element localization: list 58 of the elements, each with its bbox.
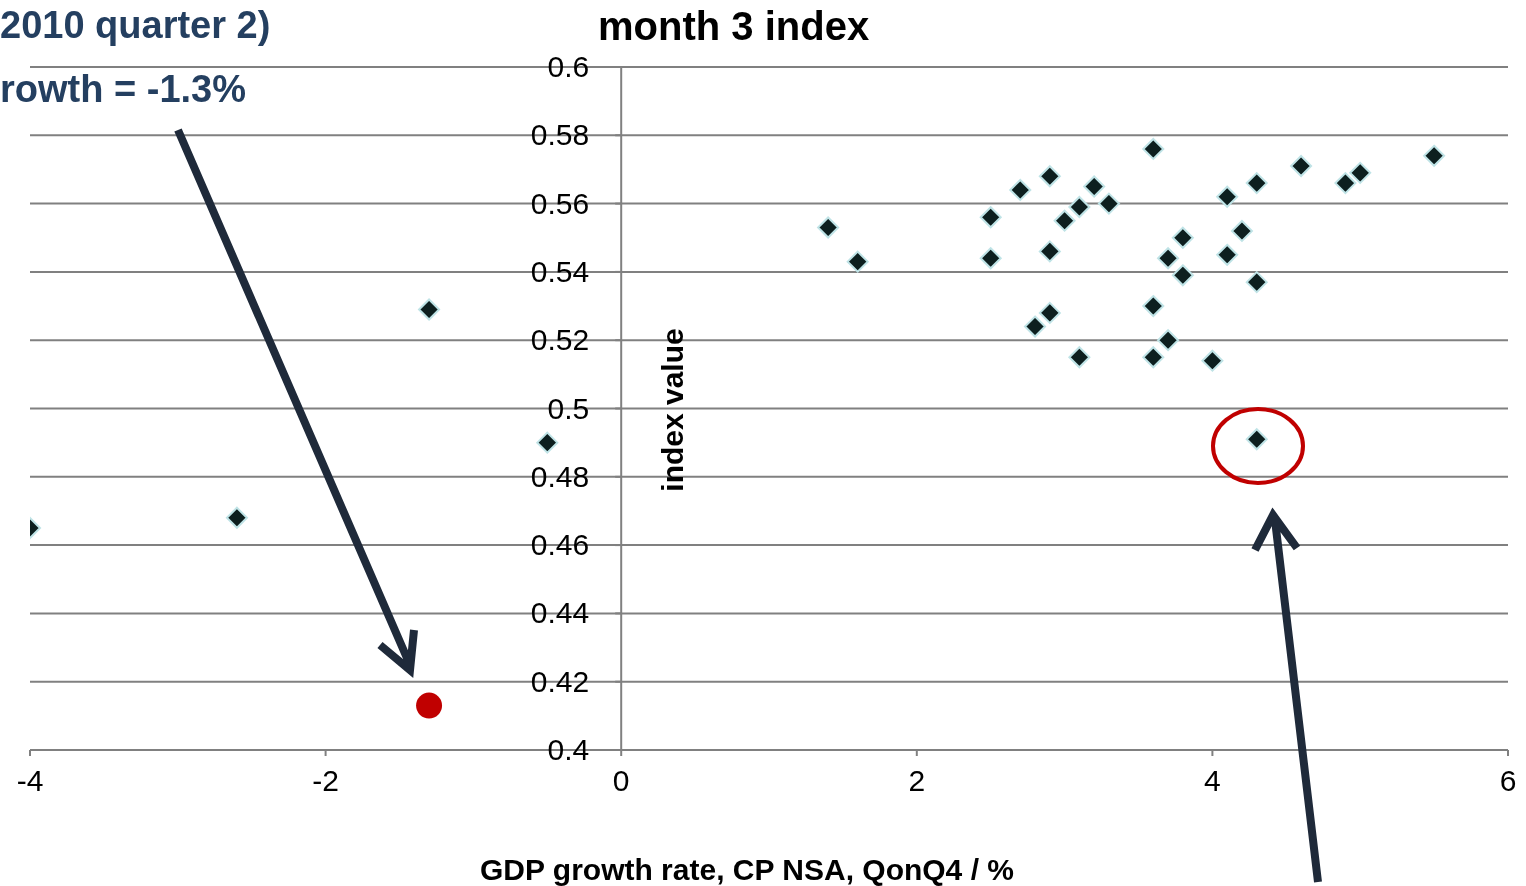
x-tick-label: 0	[612, 764, 630, 798]
chart-title: month 3 index	[598, 4, 870, 48]
y-tick-label: 0.44	[530, 596, 590, 630]
x-tick-label: 2	[908, 764, 926, 798]
point	[1245, 172, 1268, 195]
point	[979, 206, 1002, 229]
point	[1157, 329, 1180, 352]
point	[1171, 264, 1194, 287]
point	[1068, 346, 1091, 369]
y-tick-label: 0.46	[530, 528, 590, 562]
point	[536, 431, 559, 454]
point	[1142, 295, 1165, 318]
point	[1142, 137, 1165, 160]
point	[1024, 315, 1047, 338]
point	[1423, 144, 1446, 167]
point	[1157, 247, 1180, 270]
point	[1083, 175, 1106, 198]
point	[1230, 219, 1253, 242]
point	[1334, 172, 1357, 195]
y-tick-label: 0.48	[530, 459, 590, 493]
point	[1290, 155, 1313, 178]
point	[1038, 165, 1061, 188]
y-tick-label: 0.42	[530, 664, 590, 698]
point	[1009, 178, 1032, 201]
y-tick-label: 0.4	[547, 733, 590, 766]
point	[1216, 185, 1239, 208]
y-tick-label: 0.52	[530, 323, 590, 357]
point	[1142, 346, 1165, 369]
point	[1097, 192, 1120, 215]
annotation: rowth = -1.3%	[0, 68, 246, 110]
text: 2010 quarter 2)	[0, 4, 271, 46]
x-tick-label: -2	[312, 764, 339, 798]
y-tick-label: 0.56	[530, 186, 590, 220]
x-tick-label: 6	[1499, 764, 1517, 798]
point	[1171, 226, 1194, 249]
point	[1053, 209, 1076, 232]
point	[1349, 161, 1372, 184]
point	[225, 506, 248, 529]
point	[1038, 240, 1061, 263]
y-tick-label: 0.54	[530, 254, 590, 288]
y-tick-label: 0.58	[530, 118, 590, 152]
y-tick-label: 0.6	[547, 50, 590, 83]
point	[1245, 428, 1268, 451]
x-tick-label: -4	[16, 764, 44, 798]
point	[817, 216, 840, 239]
point	[1201, 349, 1224, 372]
x-axis-title: GDP growth rate, CP NSA, QonQ4 / %	[480, 853, 1014, 886]
point	[418, 298, 441, 321]
point	[1245, 271, 1268, 294]
y-axis-title: index value	[656, 328, 690, 492]
x-tick-label: 4	[1204, 764, 1221, 798]
point	[1038, 301, 1061, 324]
point	[979, 247, 1002, 270]
y-tick-label: 0.5	[547, 391, 590, 425]
point	[1216, 243, 1239, 266]
point	[416, 692, 443, 719]
point	[1068, 196, 1091, 219]
point	[846, 250, 869, 273]
